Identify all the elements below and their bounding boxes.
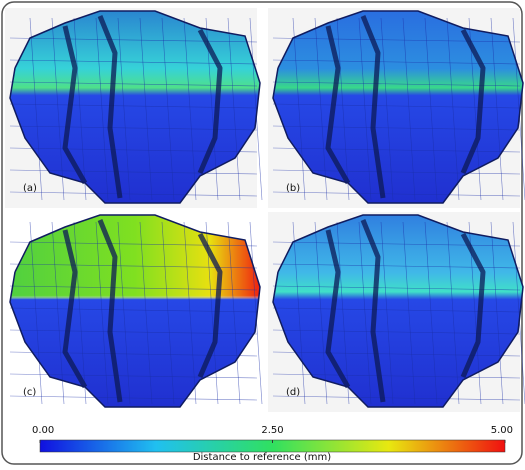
mesh-edge	[358, 17, 372, 201]
mesh-edge	[314, 221, 328, 405]
mesh-edge	[272, 37, 521, 43]
mesh-edge	[9, 81, 258, 87]
colorbar-tick-label: 0.00	[32, 425, 54, 436]
colorbar-tick-label: 5.00	[491, 425, 513, 436]
mesh-edge	[29, 17, 43, 201]
mesh-edge	[95, 17, 109, 201]
mesh-edge	[29, 221, 43, 405]
mesh-edge	[95, 221, 109, 405]
mesh-edge	[272, 285, 521, 291]
mesh-crease	[197, 28, 223, 174]
mesh-edge	[9, 395, 258, 401]
mesh-crease	[197, 232, 223, 378]
mesh-crease	[460, 232, 486, 378]
mesh-edge	[139, 17, 153, 201]
mesh-edge	[336, 17, 350, 201]
mesh-edge	[9, 373, 258, 379]
mesh-edge	[9, 285, 258, 291]
mesh-edge	[272, 191, 521, 197]
mesh-edge	[9, 191, 258, 197]
mesh-crease	[325, 25, 351, 185]
mesh-edge	[9, 37, 258, 43]
mesh-edge	[9, 241, 258, 247]
mesh-edge	[512, 221, 525, 405]
mesh-edge	[380, 221, 394, 405]
mesh-edge	[227, 221, 241, 405]
mesh-edge	[73, 221, 87, 405]
mesh-edge	[358, 221, 372, 405]
mesh-outline	[272, 10, 524, 204]
mesh-edge	[51, 221, 65, 405]
mesh-edge	[227, 17, 241, 201]
mesh-edge	[51, 17, 65, 201]
mesh-edge	[9, 147, 258, 153]
mesh-outline	[9, 214, 261, 408]
mesh-edge	[446, 221, 460, 405]
mesh-edge	[272, 351, 521, 357]
mesh-crease	[62, 229, 88, 389]
mesh-edge	[117, 221, 131, 405]
mesh-edge	[380, 17, 394, 201]
mesh-edge	[424, 221, 438, 405]
mesh-panel: (b)	[268, 8, 525, 208]
mesh-edge	[402, 17, 416, 201]
mesh-edge	[272, 373, 521, 379]
panel-label: (a)	[23, 183, 37, 194]
mesh-edge	[490, 17, 504, 201]
mesh-edge	[249, 17, 263, 201]
mesh-edge	[272, 147, 521, 153]
mesh-edge	[314, 17, 328, 201]
mesh-panel: (c)	[9, 214, 263, 408]
mesh-crease	[325, 229, 351, 389]
mesh-edge	[272, 241, 521, 247]
mesh-edge	[512, 17, 525, 201]
mesh-crease	[360, 219, 386, 403]
mesh-edge	[183, 17, 197, 201]
colorbar-tick-label: 2.50	[261, 425, 283, 436]
mesh-edge	[446, 17, 460, 201]
mesh-edge	[292, 17, 306, 201]
mesh-edge	[249, 221, 263, 405]
mesh-edge	[272, 395, 521, 401]
mesh-crease	[62, 25, 88, 185]
mesh-edge	[490, 221, 504, 405]
mesh-outline	[9, 10, 261, 204]
mesh-edge	[9, 169, 258, 175]
mesh-crease	[97, 219, 123, 403]
panel-label: (d)	[286, 387, 300, 398]
mesh-edge	[161, 221, 175, 405]
panel-label: (b)	[286, 183, 300, 194]
panel-label: (c)	[23, 387, 36, 398]
mesh-edge	[292, 221, 306, 405]
mesh-outline	[272, 214, 524, 408]
mesh-edge	[9, 351, 258, 357]
mesh-crease	[460, 28, 486, 174]
mesh-edge	[117, 17, 131, 201]
mesh-edge	[139, 221, 153, 405]
mesh-edge	[402, 221, 416, 405]
mesh-crease	[97, 15, 123, 199]
mesh-edge	[336, 221, 350, 405]
mesh-crease	[360, 15, 386, 199]
mesh-edge	[272, 81, 521, 87]
mesh-edge	[161, 17, 175, 201]
mesh-panel: (a)	[5, 8, 263, 208]
mesh-edge	[183, 221, 197, 405]
mesh-panel: (d)	[268, 212, 525, 412]
mesh-edge	[73, 17, 87, 201]
colorbar-label: Distance to reference (mm)	[193, 452, 331, 463]
mesh-edge	[424, 17, 438, 201]
mesh-edge	[272, 169, 521, 175]
